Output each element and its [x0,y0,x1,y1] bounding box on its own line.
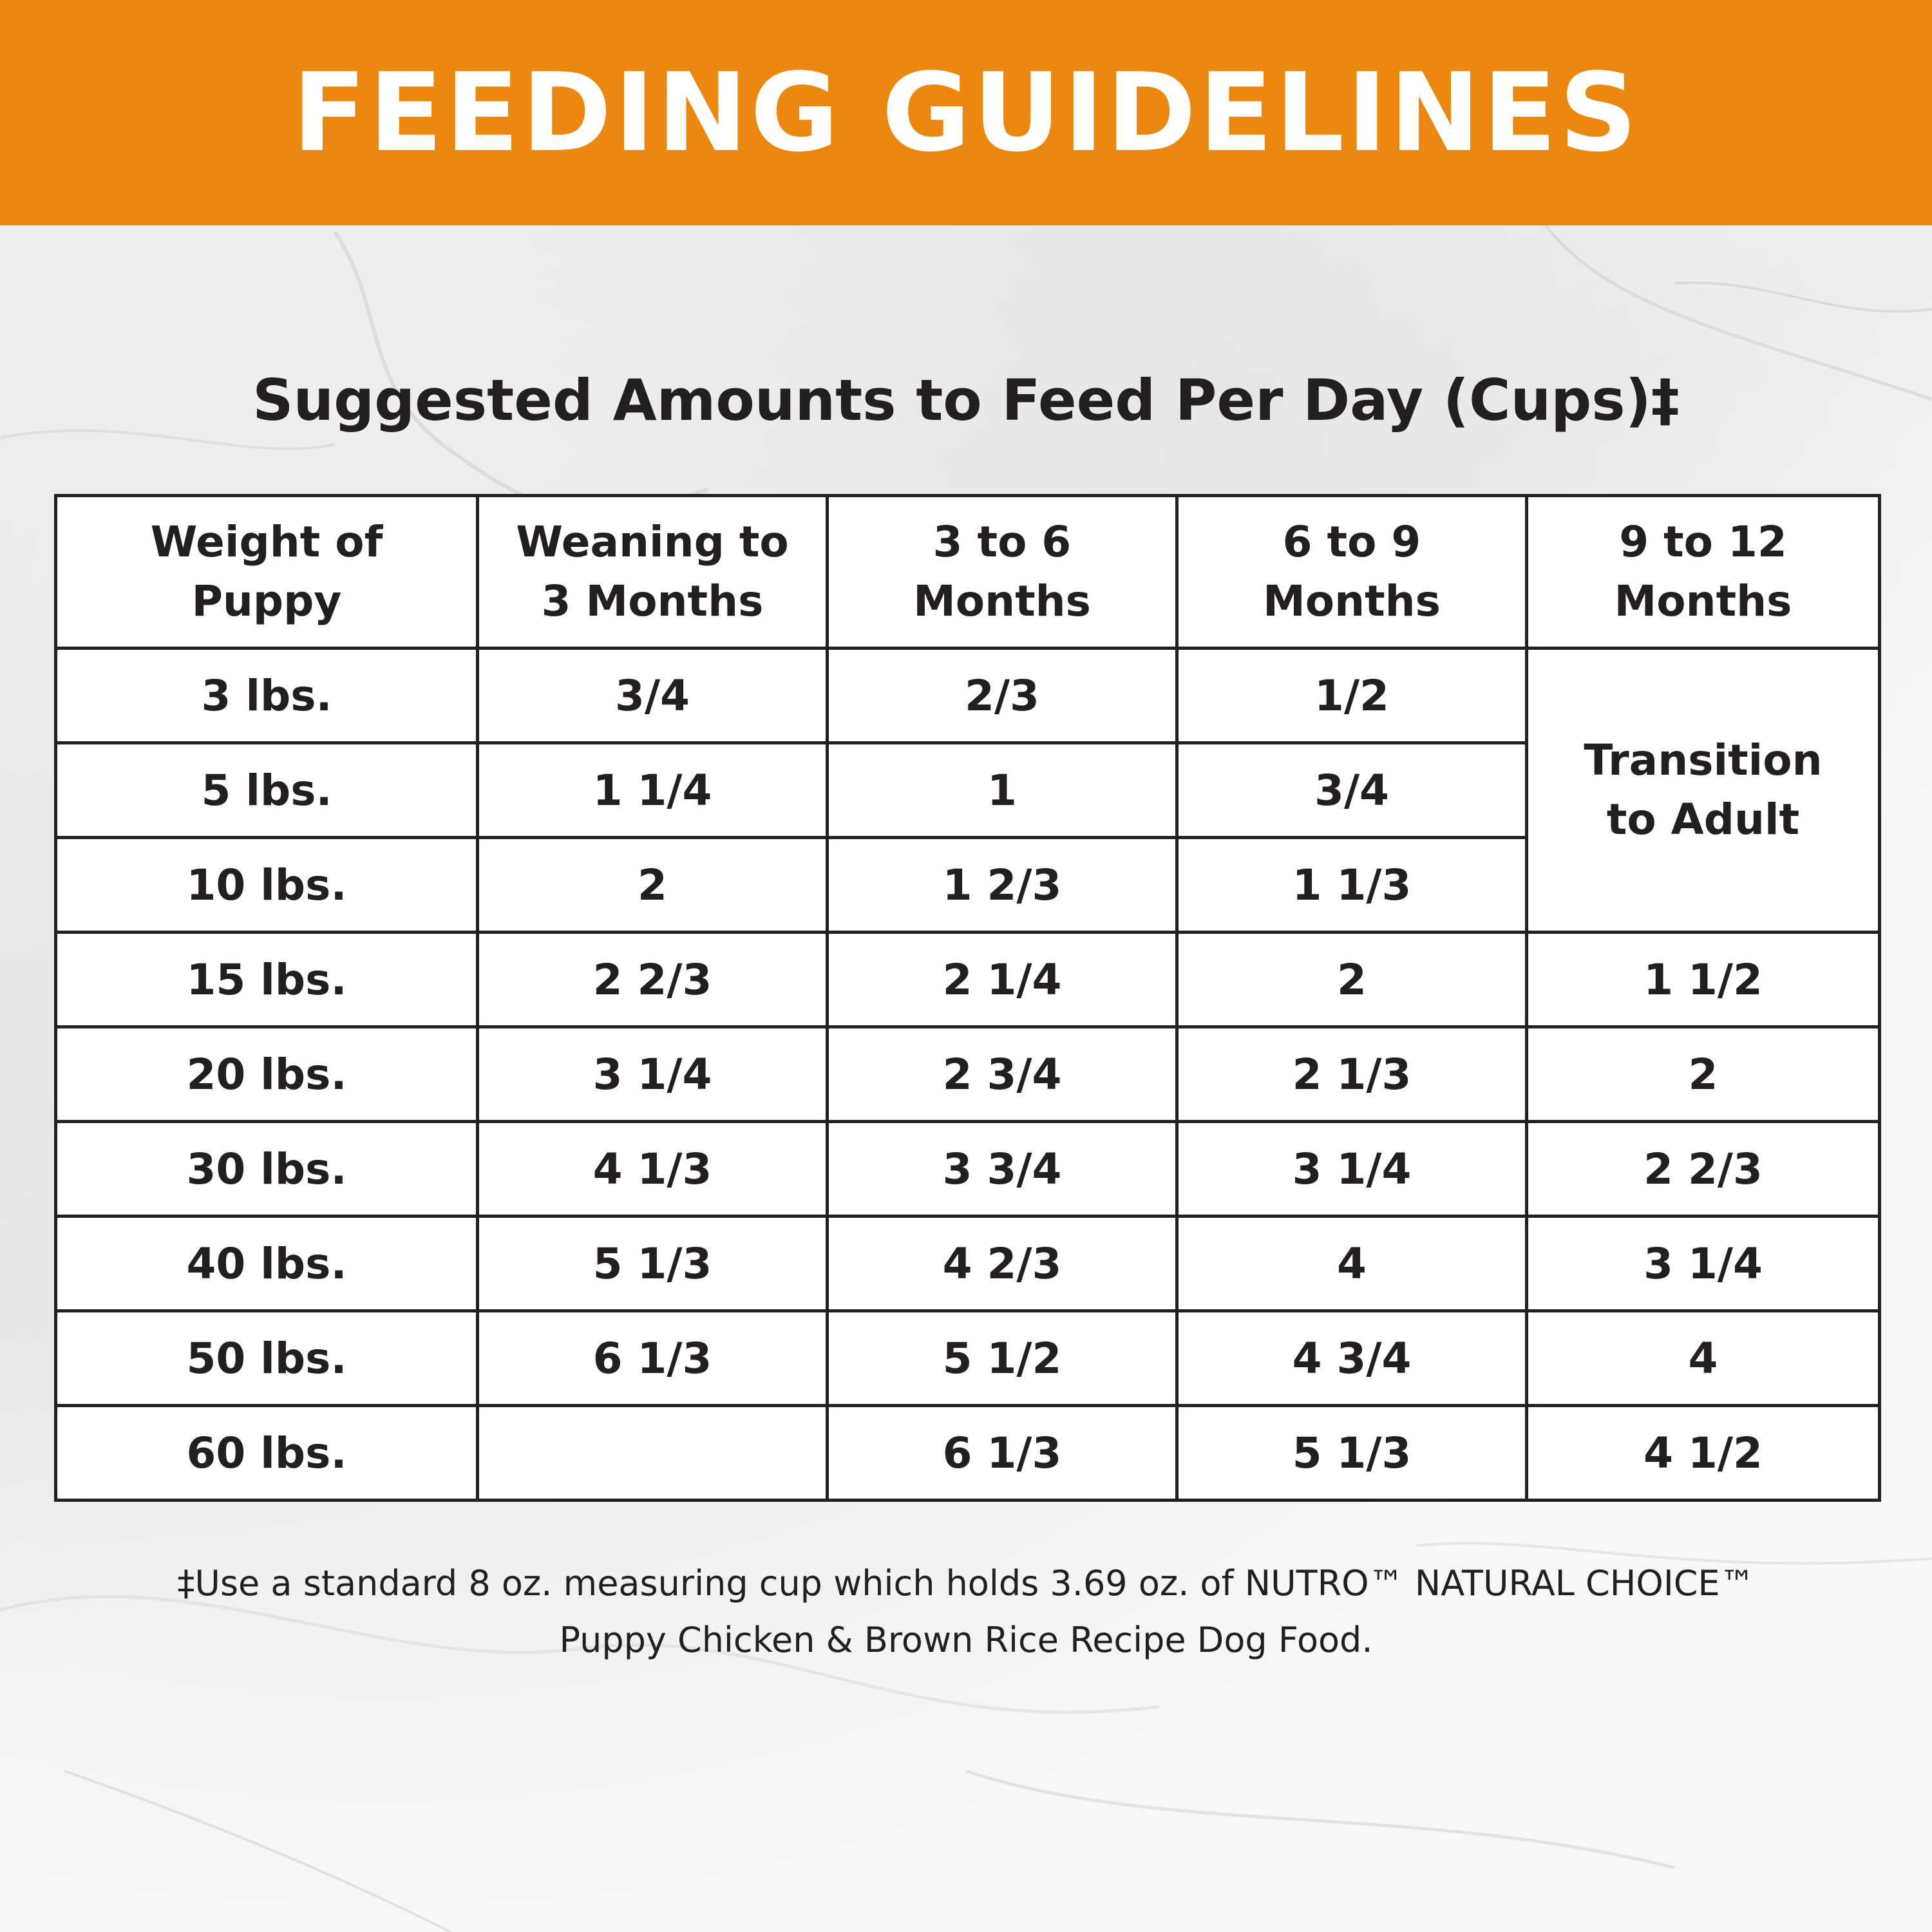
table-cell: 6 1/3 [476,1309,829,1407]
feeding-table: Weight of Puppy Weaning to 3 Months 3 to 6… [54,494,1881,1502]
table-cell: 2 1/3 [1175,1025,1528,1123]
table-row: 10 lbs. 2 1 2/3 1 1/3 [54,836,1880,934]
table-cell: 4 [1525,1309,1881,1407]
header-weaning: Weaning to 3 Months [476,494,829,650]
table-cell: 10 lbs. [54,836,479,934]
table-cell: 1 1/3 [1175,836,1528,934]
header-weight: Weight of Puppy [54,494,479,650]
table-cell: 5 1/3 [1175,1404,1528,1502]
table-cell: 3 1/4 [1175,1120,1528,1218]
table-row: 50 lbs. 6 1/3 5 1/2 4 3/4 4 [54,1309,1881,1407]
transition-to-adult-cell: Transition to Adult [1525,647,1881,934]
table-cell: 1 [826,741,1179,839]
header-3-to-6: 3 to 6 Months [826,494,1179,650]
table-row: 3 lbs. 3/4 2/3 1/2 Transition to Adult [54,647,1881,934]
table-row: 60 lbs. 6 1/3 5 1/3 4 1/2 [54,1404,1881,1502]
table-cell: 15 lbs. [54,931,479,1028]
table-cell: 6 1/3 [826,1404,1179,1502]
table-row: 15 lbs. 2 2/3 2 1/4 2 1 1/2 [54,931,1881,1028]
header-banner: FEEDING GUIDELINES [0,0,1932,225]
table-cell: 30 lbs. [54,1120,479,1218]
table-cell: 40 lbs. [54,1215,479,1312]
table-cell: 3 lbs. [54,647,479,744]
table-cell: 2/3 [826,647,1179,744]
table-cell: 60 lbs. [54,1404,479,1502]
footnote-line-2: Puppy Chicken & Brown Rice Recipe Dog Fo… [559,1620,1373,1660]
table-cell: 3 1/4 [1525,1215,1881,1312]
table-cell: 2 2/3 [1525,1120,1881,1218]
header-6-to-9: 6 to 9 Months [1175,494,1528,650]
table-row: 40 lbs. 5 1/3 4 2/3 4 3 1/4 [54,1215,1881,1312]
table-cell: 4 [1175,1215,1528,1312]
table-cell: 5 1/3 [476,1215,829,1312]
table-cell: 5 lbs. [54,741,479,839]
footnote-line-1: ‡Use a standard 8 oz. measuring cup whic… [177,1563,1755,1604]
header-9-to-12: 9 to 12 Months [1525,494,1881,650]
table-cell: 2 2/3 [476,931,829,1028]
table-cell: 1 1/4 [476,741,829,839]
table-subtitle: Suggested Amounts to Feed Per Day (Cups)… [252,367,1680,433]
table-cell: 2 [476,836,829,934]
table-cell: 4 1/2 [1525,1404,1881,1502]
table-cell: 4 2/3 [826,1215,1179,1312]
page-title: FEEDING GUIDELINES [292,50,1640,176]
table-cell: 20 lbs. [54,1025,479,1123]
table-cell [476,1404,829,1502]
table-cell: 3 1/4 [476,1025,829,1123]
table-row: 5 lbs. 1 1/4 1 3/4 [54,741,1880,839]
table-cell: 2 1/4 [826,931,1179,1028]
table-cell: 2 [1175,931,1528,1028]
table-cell: 3/4 [476,647,829,744]
table-cell: 1/2 [1175,647,1528,744]
table-header-row: Weight of Puppy Weaning to 3 Months 3 to 6… [54,494,1881,650]
table-cell: 3 3/4 [826,1120,1179,1218]
table-row: 20 lbs. 3 1/4 2 3/4 2 1/3 2 [54,1025,1881,1123]
table-cell: 2 [1525,1025,1881,1123]
table-row: 30 lbs. 4 1/3 3 3/4 3 1/4 2 2/3 [54,1120,1881,1218]
footnote: ‡Use a standard 8 oz. measuring cup whic… [0,1555,1932,1669]
table-cell: 4 1/3 [476,1120,829,1218]
table-cell: 1 1/2 [1525,931,1881,1028]
table-cell: 4 3/4 [1175,1309,1528,1407]
table-cell: 3/4 [1175,741,1528,839]
table-cell: 1 2/3 [826,836,1179,934]
table-cell: 5 1/2 [826,1309,1179,1407]
table-cell: 2 3/4 [826,1025,1179,1123]
table-cell: 50 lbs. [54,1309,479,1407]
